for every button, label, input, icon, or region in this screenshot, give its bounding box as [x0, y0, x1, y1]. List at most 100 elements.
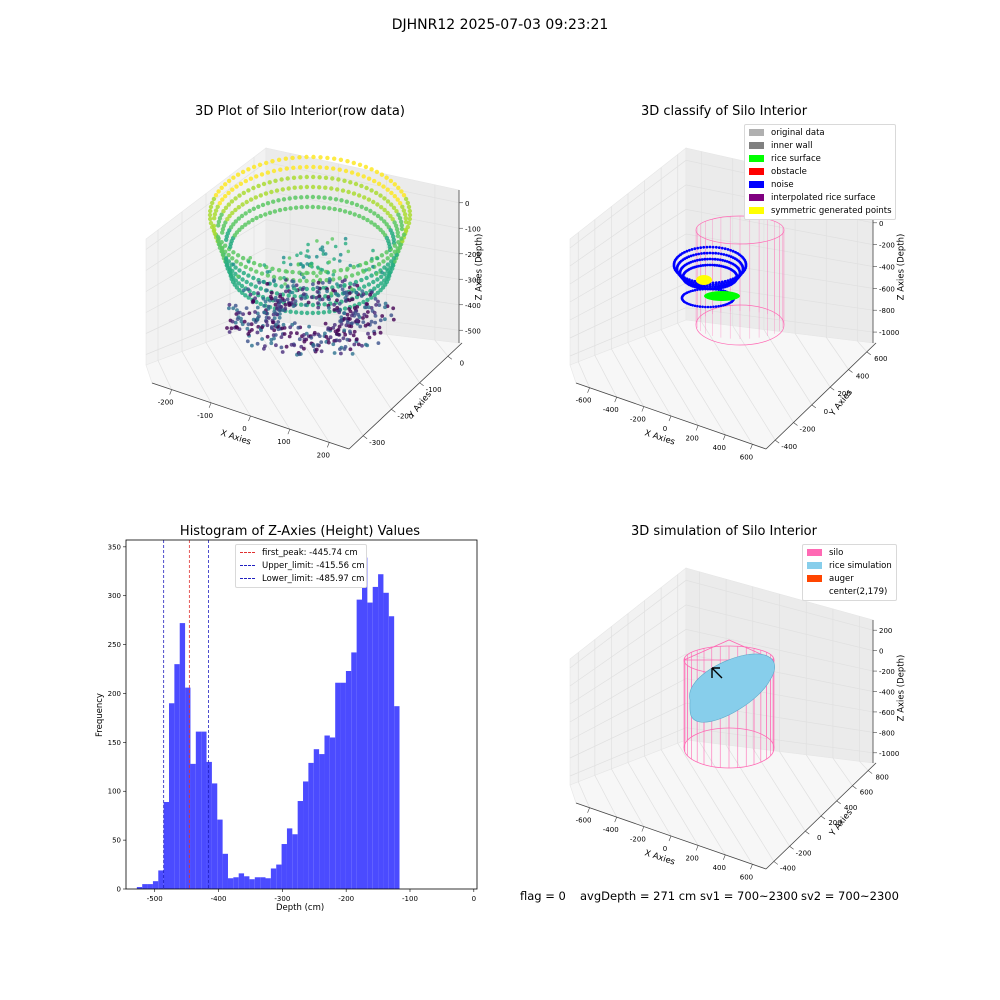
- raw-point: [347, 210, 353, 215]
- raw-point: [270, 159, 275, 164]
- raw-point: [264, 315, 269, 320]
- raw-point: [391, 256, 397, 261]
- histogram-bar: [174, 664, 180, 889]
- raw-floor-grid-x: [157, 360, 173, 390]
- classify-noise-point: [699, 246, 703, 250]
- legend-line-swatch: [240, 565, 255, 566]
- raw-point: [238, 310, 242, 315]
- raw-point: [274, 322, 278, 327]
- classify-noise-point: [711, 285, 714, 289]
- classify-noise-point: [706, 285, 709, 289]
- raw-point: [276, 157, 282, 162]
- raw-point: [262, 263, 267, 267]
- classify-noise-point: [721, 258, 725, 262]
- raw-point: [320, 297, 325, 302]
- raw-point: [329, 291, 334, 296]
- classify-noise-point: [678, 271, 682, 275]
- raw-point: [335, 332, 339, 336]
- raw-point: [256, 277, 261, 283]
- raw-point: [289, 331, 293, 335]
- raw-point: [293, 205, 299, 210]
- raw-point: [256, 291, 260, 296]
- raw-point: [227, 302, 232, 307]
- legend-label: Upper_limit: -415.56 cm: [262, 560, 365, 571]
- simulation-x-tick-label: 600: [740, 873, 753, 881]
- raw-point: [334, 338, 339, 343]
- classify-noise-point: [725, 260, 729, 263]
- raw-point: [326, 303, 331, 308]
- raw-point: [250, 297, 255, 303]
- raw-point: [358, 324, 363, 329]
- classify-noise-point: [741, 266, 745, 269]
- classify-noise-point: [674, 269, 678, 273]
- raw-point: [400, 204, 405, 209]
- raw-point: [333, 291, 338, 296]
- raw-point: [269, 337, 274, 342]
- raw-point: [303, 292, 308, 297]
- raw-floor-grid-x: [205, 342, 251, 417]
- raw-point: [243, 222, 248, 227]
- classify-y-tick: [829, 386, 835, 391]
- raw-point: [223, 249, 228, 254]
- raw-point: [329, 293, 334, 298]
- classify-noise-point: [732, 296, 736, 300]
- classify-noise-point: [704, 305, 707, 309]
- classify-floor-grid-x: [627, 342, 672, 417]
- raw-point: [316, 332, 321, 337]
- classify-noise-point: [700, 285, 704, 288]
- raw-point: [327, 306, 331, 310]
- simulation-wall-grid-z: [569, 727, 874, 777]
- raw-point: [219, 185, 224, 190]
- raw-point: [216, 189, 221, 194]
- raw-point: [338, 319, 343, 324]
- raw-point: [363, 164, 369, 170]
- classify-noise-point: [700, 258, 704, 261]
- raw-point: [369, 220, 374, 225]
- classify-floor-grid-y: [763, 329, 813, 406]
- raw-point: [335, 187, 340, 192]
- classify-noise-point: [698, 258, 702, 262]
- raw-point: [304, 154, 309, 160]
- raw-floor-grid-y: [289, 322, 364, 436]
- raw-point: [309, 261, 314, 266]
- raw-point: [248, 176, 254, 181]
- raw-point: [369, 273, 374, 278]
- histogram-bar: [163, 801, 170, 889]
- simulation-floor-grid-x: [594, 775, 618, 818]
- raw-point: [271, 199, 276, 204]
- raw-point: [316, 302, 321, 307]
- raw-point: [390, 262, 395, 267]
- raw-x-tick: [327, 442, 330, 448]
- classify-noise-point: [727, 267, 731, 270]
- classify-floor-grid-y: [825, 337, 849, 370]
- raw-point: [240, 277, 245, 282]
- raw-point: [313, 348, 317, 352]
- raw-point: [316, 265, 320, 270]
- classify-noise-point: [697, 252, 701, 256]
- raw-point: [342, 311, 346, 315]
- raw-point: [384, 222, 389, 227]
- raw-point: [243, 211, 248, 216]
- raw-point: [388, 178, 394, 184]
- classify-noise-point: [734, 279, 737, 283]
- simulation-wall-grid-z: [569, 629, 874, 705]
- classify-noise-point: [738, 269, 741, 272]
- raw-point: [226, 178, 232, 184]
- raw-z-axis-label: Z Axies (Depth): [474, 233, 485, 301]
- classify-noise-point: [729, 301, 732, 304]
- histogram-bar: [324, 735, 330, 889]
- raw-point: [352, 329, 357, 334]
- raw-point: [327, 206, 332, 211]
- raw-point: [300, 293, 305, 298]
- raw-point: [364, 185, 369, 191]
- classify-noise-point: [730, 300, 734, 304]
- classify-z-tick-label: 0: [879, 220, 883, 228]
- raw-point: [278, 294, 282, 299]
- simulation-z-tick-label: 0: [879, 648, 883, 656]
- raw-point: [280, 297, 285, 301]
- histogram-x-axis-label: Depth (cm): [276, 903, 325, 913]
- classify-legend-item: rice surface: [745, 152, 895, 165]
- classify-noise-point: [680, 297, 684, 301]
- raw-point: [223, 256, 229, 262]
- histogram-bar: [201, 731, 207, 889]
